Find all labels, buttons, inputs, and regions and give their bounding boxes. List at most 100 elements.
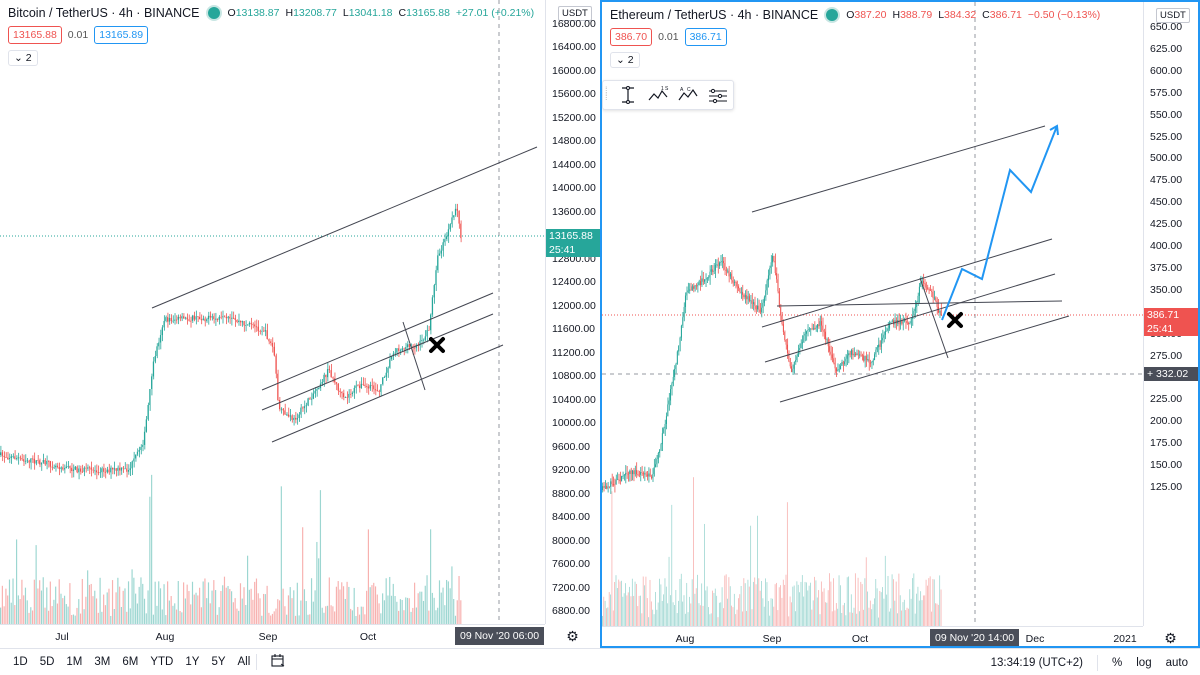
timeframe-5d[interactable]: 5D (39, 656, 55, 668)
volume-bar (935, 603, 936, 626)
candle-body (729, 273, 731, 277)
volume-bar (905, 610, 907, 626)
timeframe-1m[interactable]: 1M (66, 656, 83, 668)
candle-body (190, 320, 192, 322)
log-toggle[interactable]: log (1136, 656, 1152, 669)
volume-bar (124, 588, 126, 624)
volume-bar (250, 588, 252, 624)
volume-bar (782, 579, 784, 626)
timeframe-ytd[interactable]: YTD (150, 656, 174, 668)
time-tick-label: Jul (55, 631, 69, 643)
btc-indicators-toggle[interactable]: ⌄ 2 (8, 50, 38, 66)
candle-body (660, 444, 662, 450)
volume-bar (264, 594, 266, 624)
timeframe-1y[interactable]: 1Y (185, 656, 200, 668)
candle-body (117, 467, 119, 471)
volume-bar (58, 579, 60, 624)
gear-icon[interactable]: ⚙ (1164, 629, 1177, 646)
candle-body (334, 378, 336, 383)
eth-price-axis[interactable]: USDT 650.00 625.00 600.00 575.00 550.00 525.0… (1143, 2, 1198, 626)
candle-body (131, 461, 133, 469)
volume-bar (716, 595, 718, 626)
volume-bar (216, 614, 218, 624)
gear-icon[interactable]: ⚙ (566, 627, 579, 644)
eth-symbol-title[interactable]: Ethereum / TetherUS · 4h · BINANCE (610, 8, 819, 22)
eth-time-axis[interactable]: Aug Sep Oct Dec 2021 09 Nov '20 14:00 (602, 626, 1143, 646)
volume-bar (743, 578, 745, 626)
candle-body (154, 356, 156, 362)
candle-body (399, 350, 401, 352)
auto-toggle[interactable]: auto (1165, 656, 1188, 669)
candle-body (239, 320, 242, 323)
candle-body (648, 473, 650, 477)
btc-chart-pane[interactable]: Bitcoin / TetherUS · 4h · BINANCE O13138… (0, 0, 600, 648)
clock-timezone[interactable]: 13:34:19 (UTC+2) (990, 656, 1084, 669)
settings-lines-icon[interactable] (703, 81, 733, 109)
volume-bar (833, 578, 834, 626)
volume-bar (190, 604, 192, 624)
candle-body (236, 319, 238, 323)
candle-body (390, 356, 393, 360)
candle-body (170, 317, 172, 322)
eth-sell-button[interactable]: 386.70 (610, 28, 653, 46)
timeframe-5y[interactable]: 5Y (211, 656, 226, 668)
candle-body (670, 389, 671, 401)
eth-price-plot[interactable] (602, 2, 1143, 626)
candle-body (882, 337, 883, 341)
candle-body (42, 460, 44, 463)
eth-chart-pane[interactable]: Ethereum / TetherUS · 4h · BINANCE O387.… (600, 0, 1200, 648)
eth-buy-button[interactable]: 386.71 (684, 28, 727, 46)
eth-currency-label[interactable]: USDT (1156, 8, 1190, 23)
timeframe-6m[interactable]: 6M (122, 656, 139, 668)
percent-toggle[interactable]: % (1112, 656, 1123, 669)
timeframe-3m[interactable]: 3M (94, 656, 111, 668)
divider (256, 654, 258, 670)
volume-bar (213, 580, 215, 624)
candle-body (865, 356, 867, 360)
price-tick-label: 550.00 (1150, 108, 1183, 121)
timeframe-1d[interactable]: 1D (13, 656, 28, 668)
calendar-range-icon[interactable] (271, 654, 285, 670)
candle-body (902, 320, 904, 324)
candle-body (138, 450, 140, 452)
btc-trade-row: 13165.88 0.01 13165.89 (8, 26, 149, 44)
candle-body (433, 285, 435, 298)
candle-body (262, 330, 265, 332)
eth-open: 387.20 (854, 9, 887, 21)
volume-bar (142, 583, 144, 624)
volume-bar (660, 584, 662, 626)
volume-bar (784, 584, 786, 626)
volume-bar (936, 603, 938, 626)
volume-bar (777, 610, 779, 626)
timeframe-all[interactable]: All (237, 656, 251, 668)
volume-bar (410, 611, 412, 624)
candle-body (0, 452, 2, 455)
candle-body (358, 385, 361, 389)
volume-bar (382, 593, 384, 624)
btc-symbol-title[interactable]: Bitcoin / TetherUS · 4h · BINANCE (8, 6, 200, 20)
eth-indicators-toggle[interactable]: ⌄ 2 (610, 52, 640, 68)
btc-price-plot[interactable] (0, 0, 545, 624)
volume-bar (199, 587, 201, 624)
grip-icon[interactable]: ⁞ ⁞ (605, 85, 608, 102)
candle-body (282, 408, 284, 411)
btc-currency-label[interactable]: USDT (558, 6, 592, 21)
ruler-icon[interactable] (613, 81, 643, 109)
btc-sell-button[interactable]: 13165.88 (8, 26, 62, 44)
candle-body (321, 382, 323, 384)
btc-price-axis[interactable]: USDT 16800.00 16400.00 16000.00 15600.00 152… (545, 0, 600, 624)
volume-bar (62, 598, 64, 624)
volume-bar (430, 529, 432, 624)
candle-body (159, 335, 162, 343)
btc-buy-button[interactable]: 13165.89 (94, 26, 149, 44)
candle-body (789, 361, 791, 367)
volume-bar (807, 590, 809, 626)
volume-bar (328, 577, 330, 624)
candle-body (920, 282, 922, 287)
candle-body (366, 385, 368, 387)
btc-time-axis[interactable]: Jul Aug Sep Oct 09 Nov '20 06:00 (0, 624, 545, 648)
volume-bar (303, 589, 306, 624)
